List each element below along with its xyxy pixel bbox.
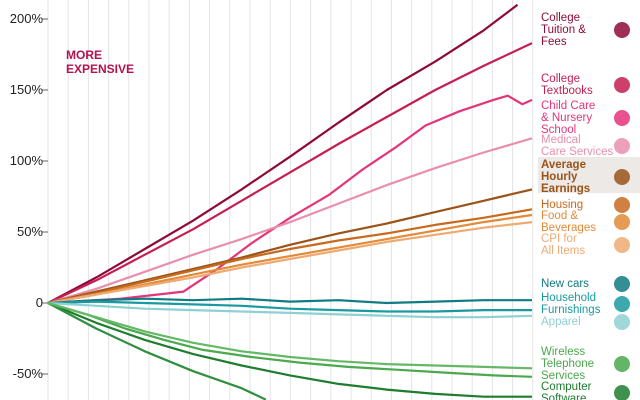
- series-label: & Nursery: [541, 112, 592, 124]
- y-tick-label: 150%: [10, 82, 44, 97]
- series-icons: [614, 22, 630, 400]
- series-label: Housing: [541, 199, 583, 211]
- graduation-cap-icon: [614, 22, 630, 38]
- y-tick-label: 100%: [10, 153, 44, 168]
- series-label: Services: [541, 370, 585, 382]
- series-label: Furnishings: [541, 304, 601, 316]
- series-line: [47, 42, 533, 304]
- phone-icon: [614, 356, 630, 372]
- house-icon: [614, 197, 630, 213]
- series-label: Earnings: [541, 183, 590, 195]
- series-label: CPI for: [541, 233, 577, 245]
- furniture-icon: [614, 296, 630, 312]
- series-label: Telephone: [541, 358, 594, 370]
- food-icon: [614, 214, 630, 230]
- series-line: [47, 301, 533, 319]
- series-label: College: [541, 73, 580, 85]
- series-label: Medical: [541, 134, 581, 146]
- series-label: Child Care: [541, 100, 595, 112]
- child-care-icon: [614, 110, 630, 126]
- series-label: Computer: [541, 381, 592, 393]
- series-label: Software: [541, 393, 586, 400]
- y-tick-label: -50%: [13, 366, 44, 381]
- series-label: Textbooks: [541, 85, 593, 97]
- series-label: College: [541, 12, 580, 24]
- series-label: Wireless: [541, 346, 585, 358]
- series-line: [47, 302, 267, 400]
- medical-icon: [614, 138, 630, 154]
- series-label: Household: [541, 292, 596, 304]
- series-label: Care Services: [541, 146, 613, 158]
- series-line: [47, 301, 533, 370]
- series-line: [47, 188, 533, 305]
- series-label: Food &: [541, 210, 578, 222]
- series-label: School: [541, 124, 576, 136]
- series-line: [47, 221, 533, 305]
- series-line: [47, 300, 532, 313]
- series-label: Apparel: [541, 316, 581, 328]
- series-line: [47, 301, 533, 378]
- series-line: [47, 137, 533, 305]
- series-label: Average: [541, 159, 586, 171]
- series-label: Beverages: [541, 222, 596, 234]
- annotation-more-expensive-line-2: EXPENSIVE: [66, 62, 134, 76]
- y-tick-label: 0: [36, 295, 43, 310]
- y-tick-label: 50%: [17, 224, 43, 239]
- money-clock-icon: [614, 169, 630, 185]
- series-label: Tuition &: [541, 24, 586, 36]
- series-label: Fees: [541, 36, 567, 48]
- series-line: [47, 208, 533, 305]
- series-line: [47, 301, 532, 398]
- price-tag-icon: [614, 237, 630, 253]
- series-label: All Items: [541, 245, 585, 257]
- shirt-icon: [614, 314, 630, 330]
- computer-icon: [614, 385, 630, 400]
- y-axis: 200% 150% 100% 50% 0 -50%: [10, 11, 48, 381]
- series-lines: [47, 3, 533, 400]
- series-line: [47, 297, 532, 305]
- series-label: Hourly: [541, 171, 578, 183]
- series-line: [47, 3, 519, 304]
- y-tick-label: 200%: [10, 11, 44, 26]
- gridlines: [47, 0, 534, 400]
- annotation-more-expensive-line-1: MORE: [66, 48, 102, 62]
- series-label: New cars: [541, 278, 589, 290]
- car-icon: [614, 276, 630, 292]
- series-line: [47, 94, 533, 305]
- books-icon: [614, 77, 630, 93]
